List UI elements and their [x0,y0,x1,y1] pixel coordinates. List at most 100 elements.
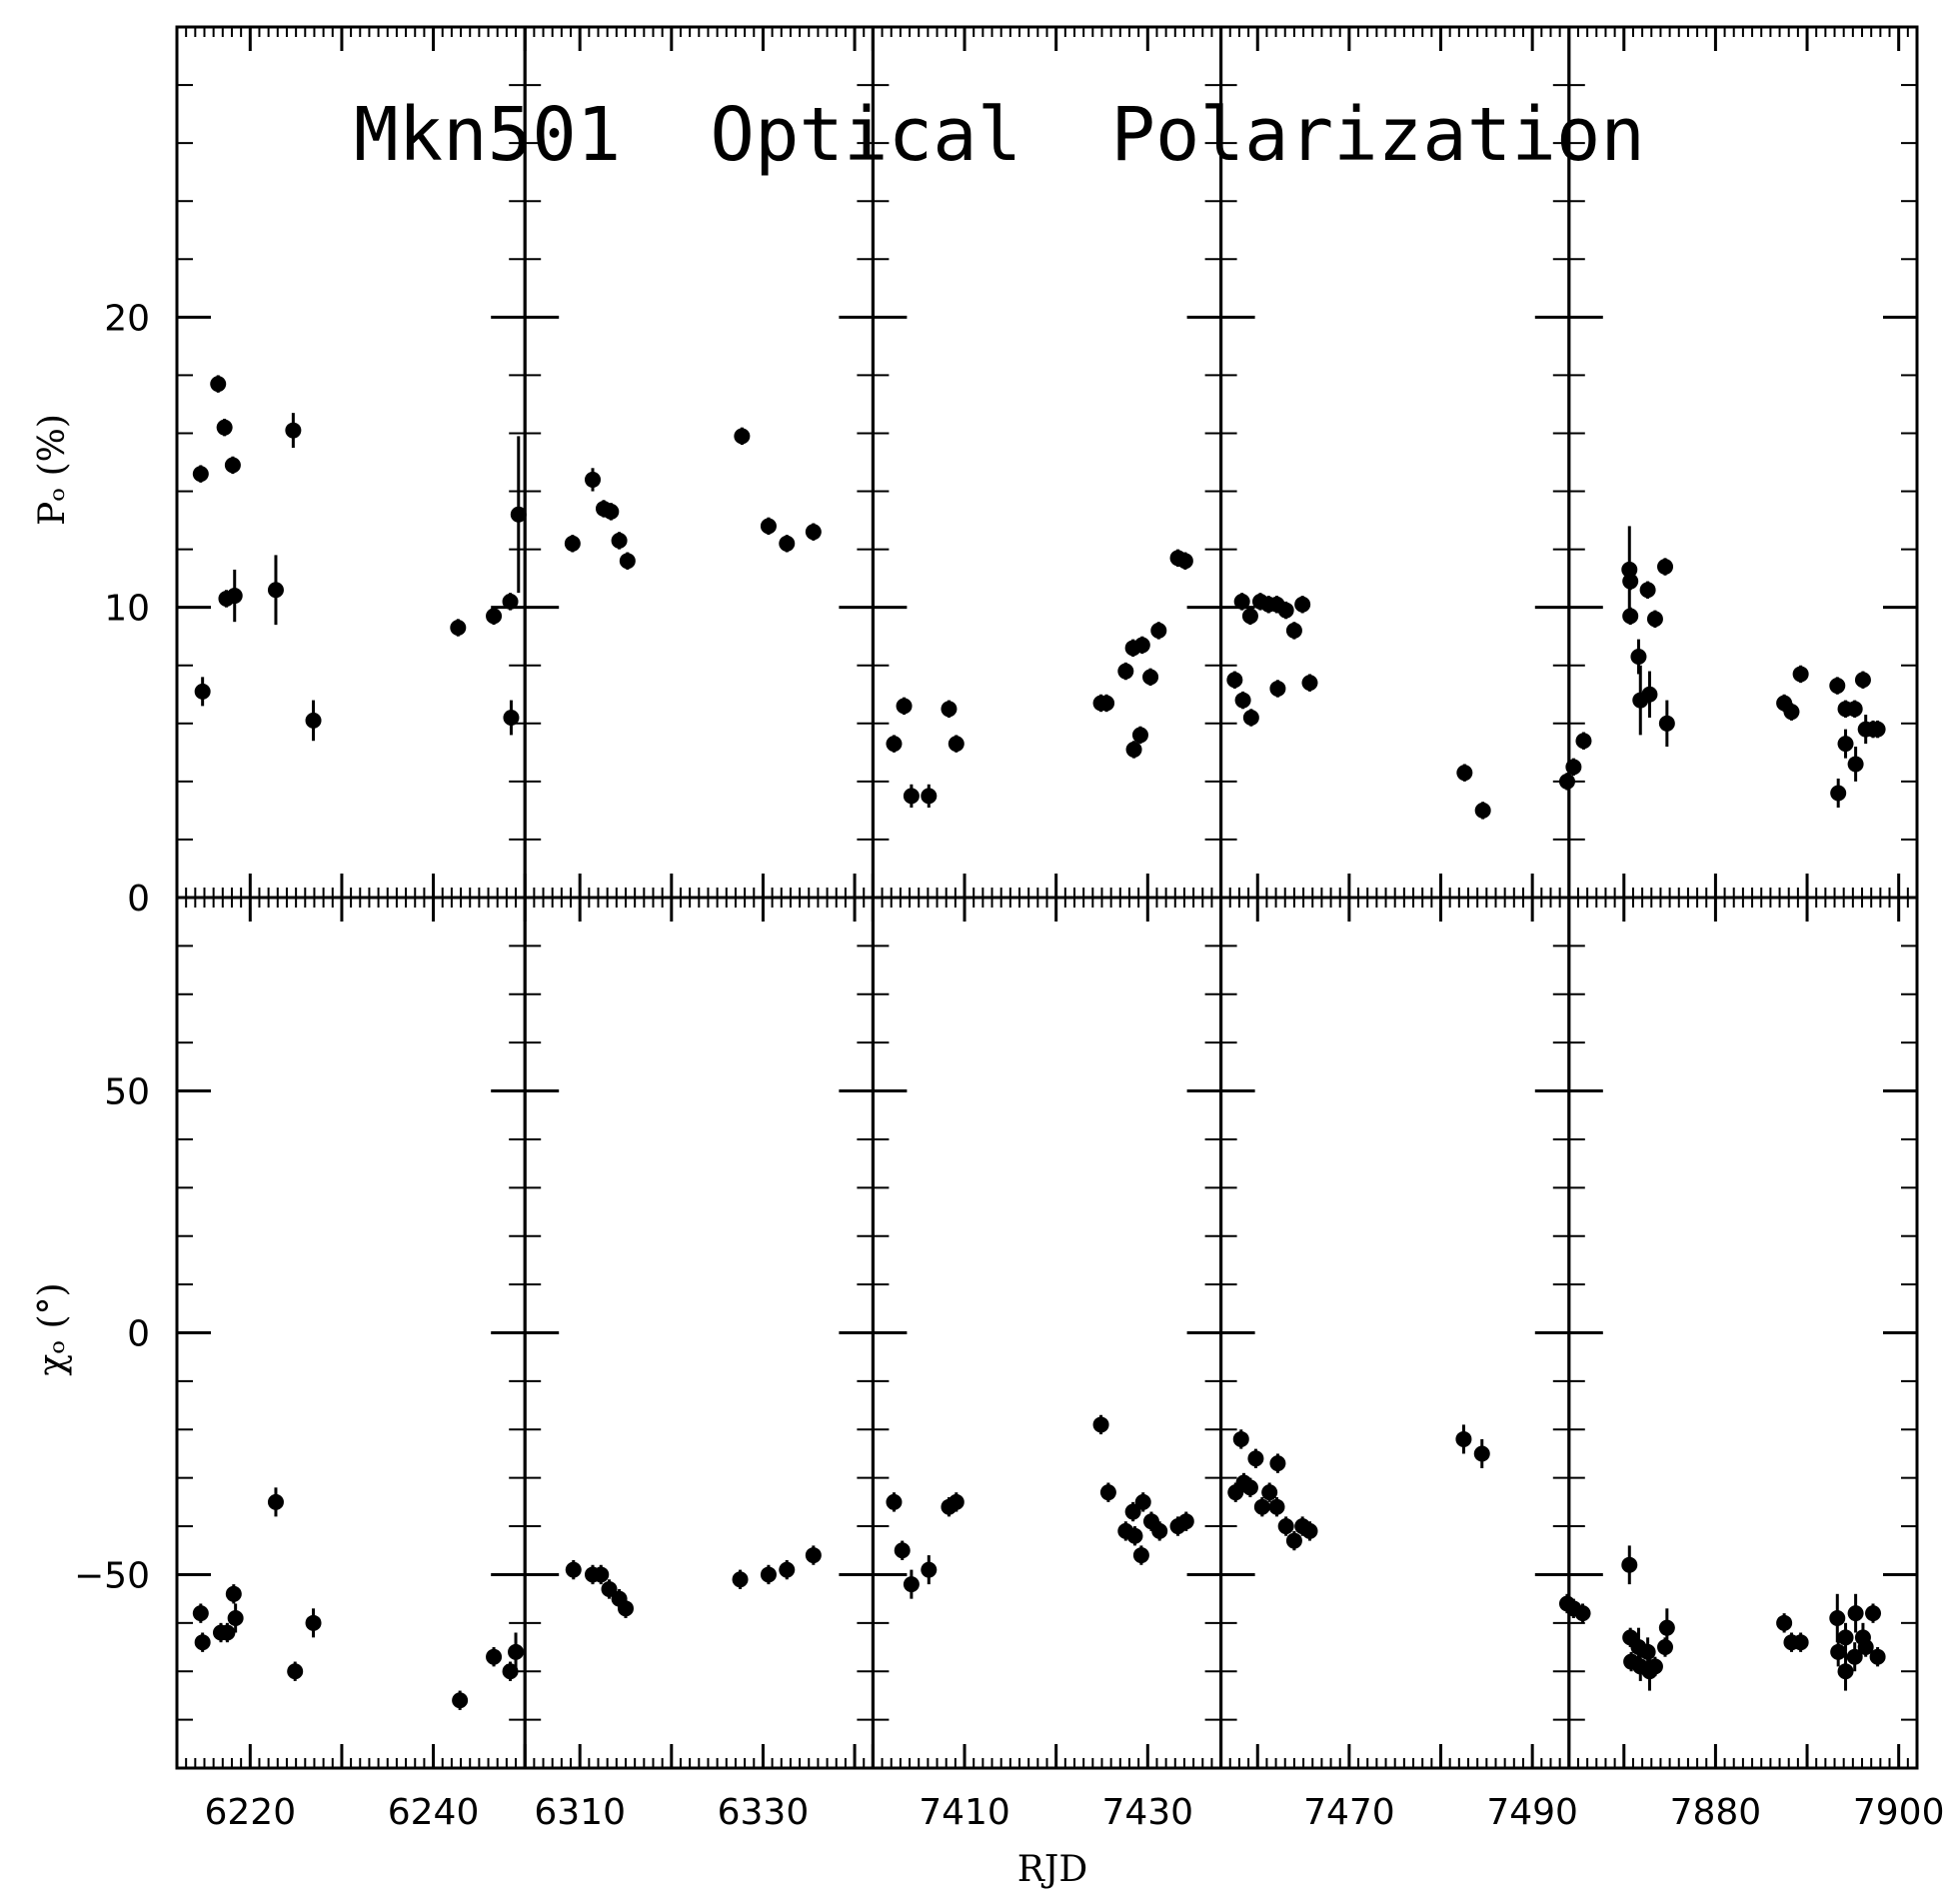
top-y-tick-label: 10 [104,589,150,630]
x-tick-label: 6330 [718,1792,810,1833]
p-data-point [1233,593,1250,610]
chi-data-point [593,1566,610,1583]
p-data-point [1558,773,1575,790]
p-data-point [1846,701,1863,718]
p-data-point [921,788,938,805]
chi-data-point [1285,1532,1302,1549]
p-data-point [1783,704,1800,721]
p-data-point [1301,675,1318,692]
chi-data-point [267,1493,284,1510]
p-data-point [1646,611,1663,628]
p-data-point [1641,686,1658,703]
chi-data-point [1837,1663,1854,1680]
chi-data-point [452,1692,469,1709]
chi-data-point [192,1605,209,1622]
chi-data-point [1092,1416,1109,1433]
axis-tick-labels: 6220 6240 6310 6330 7410 7430 7470 7490 7880 7900… [74,298,1944,1833]
chi-data-point [948,1493,965,1510]
x-tick-label: 7900 [1853,1792,1945,1833]
p-data-point [896,698,913,715]
chi-data-point [886,1493,903,1510]
p-data-point [450,619,467,636]
p-data-point [510,506,527,523]
p-data-point [1234,692,1251,709]
p-data-point [760,518,777,535]
p-data-point [1622,573,1639,590]
p-data-point [1269,680,1286,697]
chi-data-point [894,1542,911,1559]
chi-data-point [1658,1619,1675,1636]
p-data-point [210,376,227,393]
p-data-point [216,419,233,436]
p-data-point [267,582,284,599]
p-data-point [1133,637,1150,654]
chi-data-point [1124,1503,1141,1520]
p-data-point [611,532,628,549]
chi-data-point [1253,1498,1270,1515]
p-data-point [886,736,903,753]
chi-data-point [1830,1643,1847,1660]
chi-data-point [1776,1614,1793,1631]
chi-data-point [1829,1609,1846,1626]
chi-data-point [1865,1605,1882,1622]
p-data-point [1098,695,1115,712]
p-data-point [194,683,211,700]
p-data-point [1869,721,1886,738]
chi-data-point [1621,1556,1638,1573]
chi-data-point [1268,1498,1285,1515]
chi-data-point [779,1561,796,1578]
bottom-y-tick-label: 50 [104,1072,150,1113]
chi-data-point [219,1624,236,1641]
panel-frame-bottom [871,896,1223,1770]
p-data-point [1294,596,1311,613]
p-data-point [1117,663,1134,680]
p-data-point [903,788,920,805]
chi-data-point [508,1643,525,1660]
chi-data-point [1657,1639,1674,1656]
p-data-point [941,701,958,718]
p-data-point [1847,756,1864,773]
chi-data-point [502,1663,519,1680]
p-data-point [486,608,503,625]
p-data-point [805,524,822,541]
p-data-point [1830,785,1847,802]
p-data-point [1176,553,1193,570]
chi-data-point [1126,1527,1143,1544]
x-tick-label: 7430 [1101,1792,1193,1833]
p-data-point [1854,672,1871,689]
p-data-point [1242,709,1259,726]
chi-data-point [1646,1658,1663,1675]
p-data-point [948,736,965,753]
p-data-point [305,712,322,729]
p-data-point [779,535,796,552]
p-data-point [1792,666,1809,683]
p-data-point [1474,802,1491,819]
chi-data-point [1247,1450,1264,1467]
p-data-point [1456,765,1473,782]
chi-data-point [1574,1605,1591,1622]
x-tick-label: 7410 [919,1792,1010,1833]
chi-data-point [1301,1522,1318,1539]
chi-data-point [305,1614,322,1631]
p-data-point [502,593,519,610]
chi-data-point [1134,1493,1151,1510]
p-data-point [1829,678,1846,695]
p-data-point [503,709,520,726]
chi-data-point [194,1634,211,1651]
chi-data-point [617,1600,634,1617]
chi-data-point [1261,1484,1278,1501]
chart-title: Mkn501 Optical Polarization [354,92,1645,178]
chi-data-point [760,1566,777,1583]
x-tick-label: 6310 [534,1792,626,1833]
chi-data-point [1232,1430,1249,1447]
p-data-point [1621,561,1638,578]
chi-data-point [1847,1605,1864,1622]
chi-data-point [921,1561,938,1578]
p-data-point [585,471,602,488]
p-data-point [1150,622,1167,639]
p-data-point [564,535,581,552]
p-data-point [192,466,209,483]
chi-data-point [1639,1643,1656,1660]
chi-data-point [1869,1648,1886,1665]
chi-data-point [1132,1547,1149,1564]
